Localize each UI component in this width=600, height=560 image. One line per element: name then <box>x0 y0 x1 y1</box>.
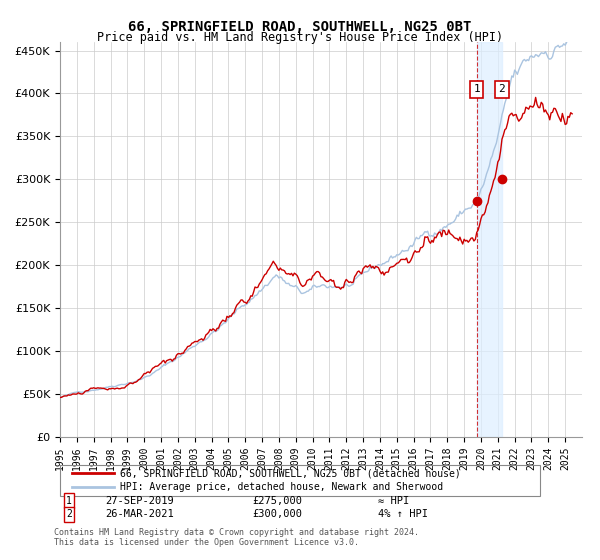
Text: £275,000: £275,000 <box>252 496 302 506</box>
Text: 26-MAR-2021: 26-MAR-2021 <box>105 509 174 519</box>
Text: 1: 1 <box>473 84 480 94</box>
Text: 1: 1 <box>66 496 72 506</box>
Text: HPI: Average price, detached house, Newark and Sherwood: HPI: Average price, detached house, Newa… <box>120 482 443 492</box>
Text: 2: 2 <box>499 84 505 94</box>
Text: 27-SEP-2019: 27-SEP-2019 <box>105 496 174 506</box>
Text: 66, SPRINGFIELD ROAD, SOUTHWELL, NG25 0BT: 66, SPRINGFIELD ROAD, SOUTHWELL, NG25 0B… <box>128 20 472 34</box>
Bar <box>477 42 502 437</box>
Text: 66, SPRINGFIELD ROAD, SOUTHWELL, NG25 0BT (detached house): 66, SPRINGFIELD ROAD, SOUTHWELL, NG25 0B… <box>120 468 461 478</box>
Text: 2: 2 <box>66 509 72 519</box>
Text: ≈ HPI: ≈ HPI <box>378 496 409 506</box>
Text: Price paid vs. HM Land Registry's House Price Index (HPI): Price paid vs. HM Land Registry's House … <box>97 31 503 44</box>
Text: 4% ↑ HPI: 4% ↑ HPI <box>378 509 428 519</box>
Text: £300,000: £300,000 <box>252 509 302 519</box>
Text: Contains HM Land Registry data © Crown copyright and database right 2024.
This d: Contains HM Land Registry data © Crown c… <box>54 528 419 547</box>
